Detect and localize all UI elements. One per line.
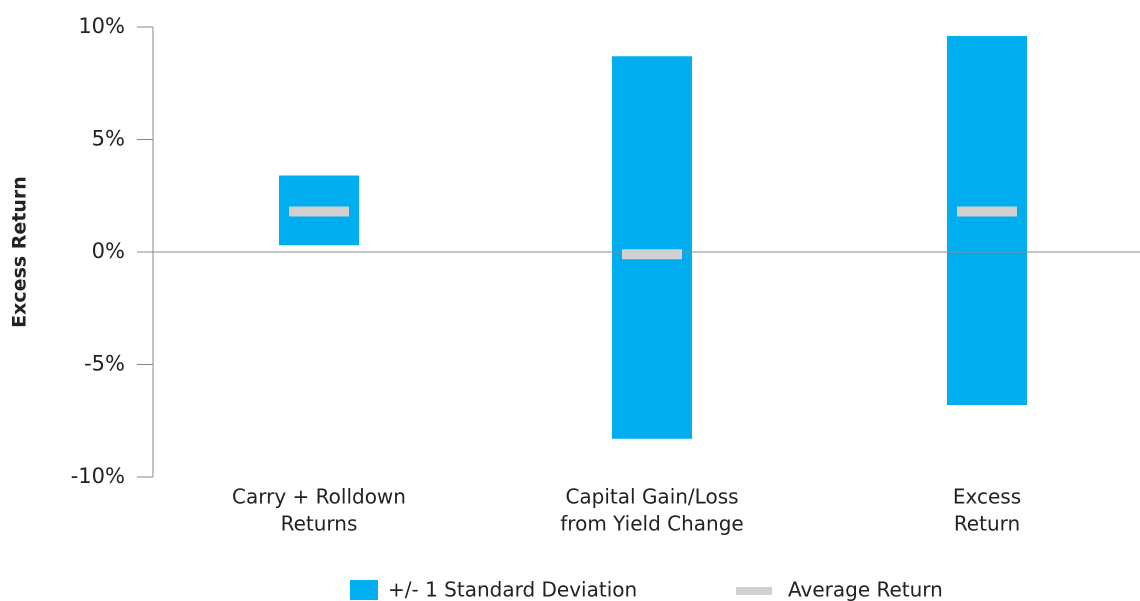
- x-tick-label: Return: [954, 512, 1020, 536]
- y-tick-label: 5%: [92, 127, 125, 151]
- range-bar: [947, 36, 1027, 405]
- x-tick-label: from Yield Change: [560, 512, 743, 536]
- legend-swatch: [736, 587, 772, 595]
- legend-label: +/- 1 Standard Deviation: [388, 578, 637, 601]
- legend-label: Average Return: [788, 578, 943, 601]
- y-tick-label: 0%: [92, 239, 125, 263]
- average-marker: [957, 206, 1017, 217]
- x-tick-label: Carry + Rolldown: [232, 485, 406, 509]
- x-tick-label: Returns: [281, 512, 358, 536]
- x-tick-label: Capital Gain/Loss: [565, 485, 738, 509]
- legend-swatch: [350, 580, 378, 600]
- range-bar: [612, 56, 692, 439]
- y-tick-label: -5%: [84, 352, 125, 376]
- average-marker: [289, 206, 349, 217]
- x-tick-label: Excess: [953, 485, 1021, 509]
- y-tick-label: 10%: [78, 14, 125, 38]
- average-marker: [622, 249, 682, 260]
- y-axis-title: Excess Return: [9, 176, 31, 328]
- y-tick-label: -10%: [71, 464, 125, 488]
